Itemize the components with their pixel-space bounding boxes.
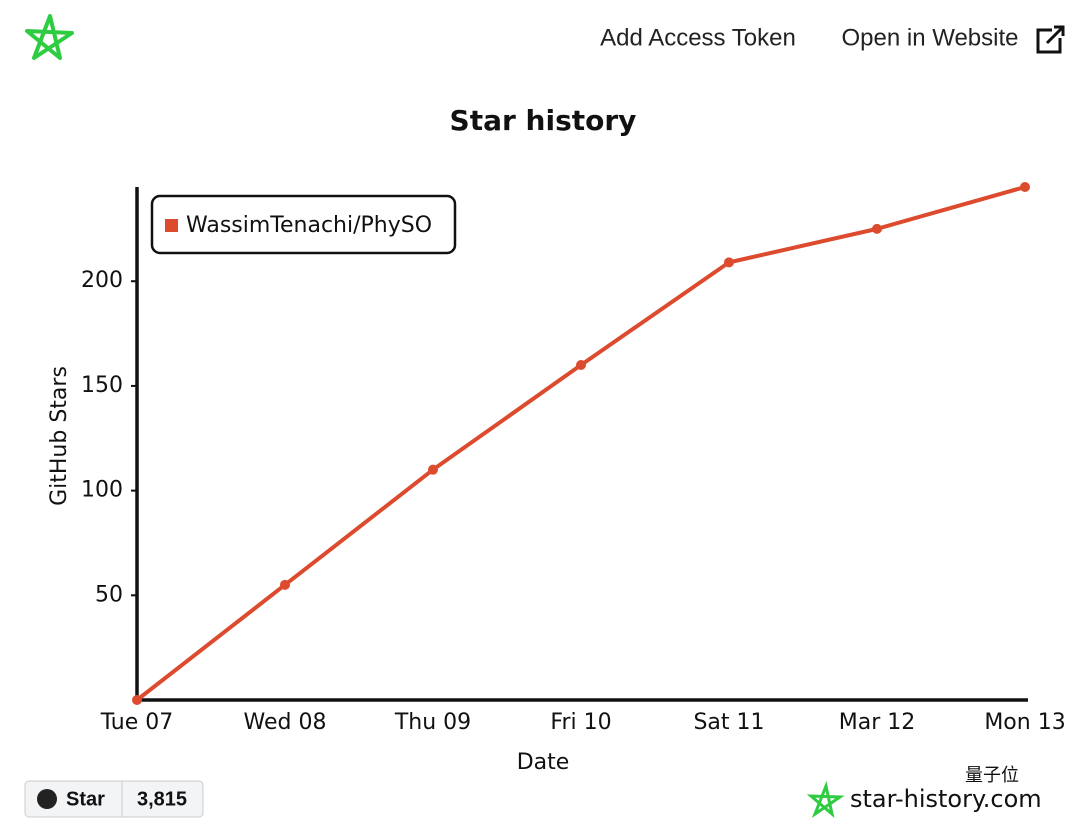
x-tick-label: Thu 09 bbox=[394, 710, 471, 735]
x-tick-label: Fri 10 bbox=[550, 710, 611, 735]
add-token-link[interactable]: Add Access Token bbox=[600, 24, 796, 51]
external-icon[interactable] bbox=[1036, 25, 1065, 54]
data-point bbox=[872, 223, 882, 234]
x-tick-label: Tue 07 bbox=[100, 710, 174, 735]
legend-swatch bbox=[165, 219, 178, 232]
watermark: 量子位 bbox=[965, 765, 1019, 786]
y-axis-label: GitHub Stars bbox=[47, 366, 72, 506]
legend-label: WassimTenachi/PhySO bbox=[186, 213, 432, 238]
data-point bbox=[280, 579, 290, 590]
github-star-button[interactable]: Star 3,815 bbox=[24, 780, 204, 818]
x-tick-label: Sat 11 bbox=[693, 710, 764, 735]
footer-logo bbox=[806, 780, 845, 819]
x-tick-label: Mon 13 bbox=[984, 710, 1065, 735]
site-name[interactable]: star-history.com bbox=[850, 785, 1042, 813]
chart-title: Star history bbox=[450, 104, 637, 137]
y-tick-label: 50 bbox=[95, 582, 123, 607]
y-tick-label: 100 bbox=[81, 478, 123, 503]
series-line bbox=[135, 185, 1027, 702]
data-point bbox=[576, 359, 586, 370]
legend-box bbox=[150, 194, 457, 255]
data-point bbox=[1020, 182, 1030, 192]
y-tick-label: 150 bbox=[81, 373, 123, 398]
data-point bbox=[132, 695, 142, 705]
x-tick-label: Mar 12 bbox=[839, 710, 916, 735]
x-tick-label: Wed 08 bbox=[244, 710, 327, 735]
x-axis-label: Date bbox=[517, 750, 570, 775]
data-point bbox=[428, 464, 438, 475]
y-tick-label: 200 bbox=[81, 268, 123, 293]
open-website-link[interactable]: Open in Website bbox=[842, 24, 1019, 51]
data-point bbox=[724, 257, 734, 268]
star-count[interactable]: 3,815 bbox=[137, 788, 187, 810]
star-label[interactable]: Star bbox=[66, 788, 105, 810]
logo[interactable] bbox=[25, 14, 74, 60]
